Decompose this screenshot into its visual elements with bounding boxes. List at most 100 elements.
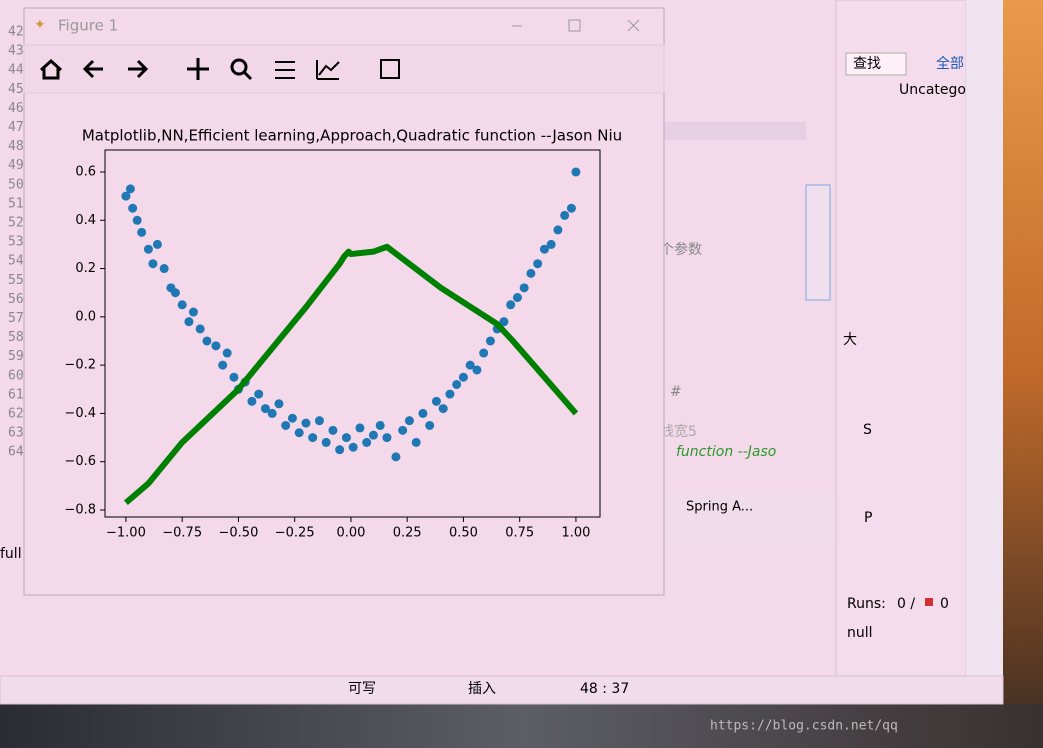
scatter-point	[452, 379, 462, 389]
scatter-point	[355, 423, 365, 433]
scatter-point	[148, 259, 158, 269]
scatter-point	[526, 268, 536, 278]
runs-value: 0 /	[897, 596, 915, 612]
scatter-point	[274, 399, 284, 409]
forward-button[interactable]	[128, 59, 149, 79]
y-tick-label: 0.4	[75, 213, 96, 228]
tab-label[interactable]: Spring A...	[686, 500, 753, 515]
line-number: 56	[8, 292, 24, 307]
y-tick-label: −0.6	[64, 454, 96, 469]
scatter-point	[418, 408, 428, 418]
scatter-point	[314, 416, 324, 426]
x-tick-label: 1.00	[561, 526, 590, 541]
scatter-point	[398, 425, 408, 435]
scatter-point	[184, 317, 194, 327]
scatter-point	[411, 437, 421, 447]
x-tick-label: 0.50	[449, 526, 478, 541]
scatter-point	[566, 203, 576, 213]
line-number: 64	[8, 445, 24, 460]
line-number: 43	[8, 44, 24, 59]
scatter-point	[425, 420, 435, 430]
scatter-point	[341, 433, 351, 443]
line-number: 45	[8, 82, 24, 97]
zoom-button[interactable]	[230, 58, 248, 76]
zoom-handle	[242, 70, 253, 81]
scatter-point	[267, 408, 277, 418]
x-tick-label: 0.25	[393, 526, 422, 541]
bottom-toolbar	[664, 494, 834, 544]
y-tick-label: −0.2	[64, 358, 96, 373]
line-number: 63	[8, 426, 24, 441]
view-tab[interactable]: P	[864, 510, 872, 526]
line-number: 59	[8, 349, 24, 364]
line-number: 46	[8, 101, 24, 116]
search-label[interactable]: 查找	[853, 56, 881, 72]
home-button[interactable]	[39, 58, 63, 80]
line-numbers: 42 43 44 45 46 47 48 49 50 51 52 53 54 55 56 57 58 59 60 61…	[8, 25, 24, 460]
plot-frame	[104, 149, 601, 518]
code-fragment: 线宽5	[660, 423, 697, 440]
scatter-point	[328, 425, 338, 435]
line-number: 50	[8, 177, 24, 192]
window-icon: ✦	[34, 17, 46, 33]
status-writable: 可写	[348, 681, 376, 697]
scatter-point	[375, 420, 385, 430]
scatter-point	[202, 336, 212, 346]
x-tick-label: −0.50	[219, 526, 259, 541]
line-number: 47	[8, 120, 24, 135]
y-tick-label: 0.2	[75, 261, 96, 276]
line-number: 58	[8, 330, 24, 345]
back-button[interactable]	[82, 59, 103, 79]
scatter-point	[391, 452, 401, 462]
scatter-point	[485, 336, 495, 346]
scatter-point	[159, 264, 169, 274]
scrollbar-thumb	[805, 184, 831, 301]
scatter-point	[458, 372, 468, 382]
scatter-point	[177, 300, 187, 310]
y-tick-label: 0.6	[75, 164, 96, 179]
editor-text: full	[0, 546, 22, 562]
status-bar	[0, 675, 1004, 705]
scatter-point	[553, 225, 563, 235]
code-fragment: ) #	[660, 384, 682, 400]
scatter-point	[137, 227, 147, 237]
scatter-point	[247, 396, 257, 406]
scatter-point	[143, 244, 153, 254]
desktop-ground	[0, 704, 1043, 748]
pan-button[interactable]	[187, 58, 209, 80]
line-number: 53	[8, 235, 24, 250]
link[interactable]: 全部	[936, 55, 964, 72]
scatter-point	[571, 167, 581, 177]
null-label: null	[847, 625, 873, 641]
line-number: 60	[8, 368, 24, 383]
scatter-point	[152, 239, 162, 249]
line-number: 44	[8, 63, 24, 78]
error-icon	[925, 598, 933, 606]
axes-button[interactable]	[316, 60, 340, 80]
scatter-point	[519, 283, 529, 293]
search-box[interactable]	[845, 52, 907, 76]
chart-title: Matplotlib,NN,Efficient learning,Approac…	[82, 127, 622, 145]
x-tick-label: −0.25	[275, 526, 315, 541]
line-number: 48	[8, 139, 24, 154]
line-number: 42	[8, 25, 24, 40]
save-button[interactable]	[380, 59, 400, 79]
line-number: 57	[8, 311, 24, 326]
scatter-point	[465, 360, 475, 370]
view-tab[interactable]: S	[863, 422, 872, 438]
scatter-point	[382, 433, 392, 443]
view-tab[interactable]: 大	[843, 332, 857, 348]
subplots-button[interactable]	[275, 61, 295, 79]
line-number: 54	[8, 254, 24, 269]
maximize-button[interactable]	[568, 19, 581, 32]
errors-value: 0	[940, 596, 949, 612]
scatter-point	[211, 341, 221, 351]
scatter-point	[195, 324, 205, 334]
line-number: 51	[8, 196, 24, 211]
code-fragment: 个参数	[660, 241, 702, 258]
scatter-point	[445, 389, 455, 399]
close-button[interactable]	[627, 19, 640, 32]
scatter-point	[121, 191, 131, 201]
folder-label[interactable]: Uncatego	[899, 82, 966, 98]
